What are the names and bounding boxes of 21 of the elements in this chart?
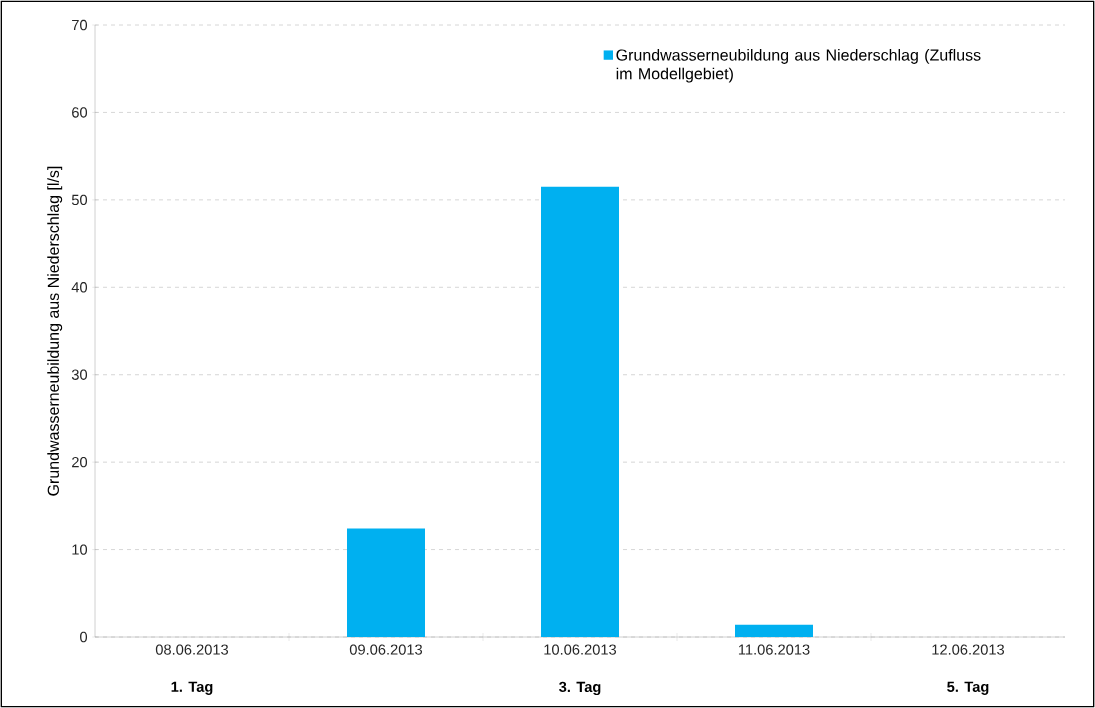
bar <box>347 528 425 637</box>
x-tick-label: 08.06.2013 <box>155 644 229 655</box>
x-tick-label: 09.06.2013 <box>349 644 423 655</box>
y-tick-label: 40 <box>71 282 88 293</box>
text: 3. Tag <box>559 681 601 696</box>
y-tick-label: 20 <box>72 456 88 468</box>
text: 1. Tag <box>171 681 213 695</box>
x-tick-label: 12.06.2013 <box>932 644 1005 655</box>
text: 5. Tag <box>947 681 989 695</box>
y-tick-label: 70 <box>72 19 88 31</box>
legend-label: Grundwasserneubildung aus Niederschlag (Zufluss im Modellgebiet) <box>616 48 981 83</box>
y-tick-label: 50 <box>71 194 88 206</box>
x-tick-label: 11.06.2013 <box>738 644 810 655</box>
y-tick-label: 0 <box>80 631 88 643</box>
bar <box>735 624 813 637</box>
bar <box>541 186 619 637</box>
y-axis-title: Grundwasserneubildung aus Niederschlag [l/s] <box>47 166 63 496</box>
x-tick-label: 10.06.2013 <box>544 644 617 655</box>
y-tick-label: 60 <box>72 107 88 118</box>
y-tick-label: 30 <box>71 369 88 380</box>
y-tick-label: 10 <box>72 544 88 555</box>
